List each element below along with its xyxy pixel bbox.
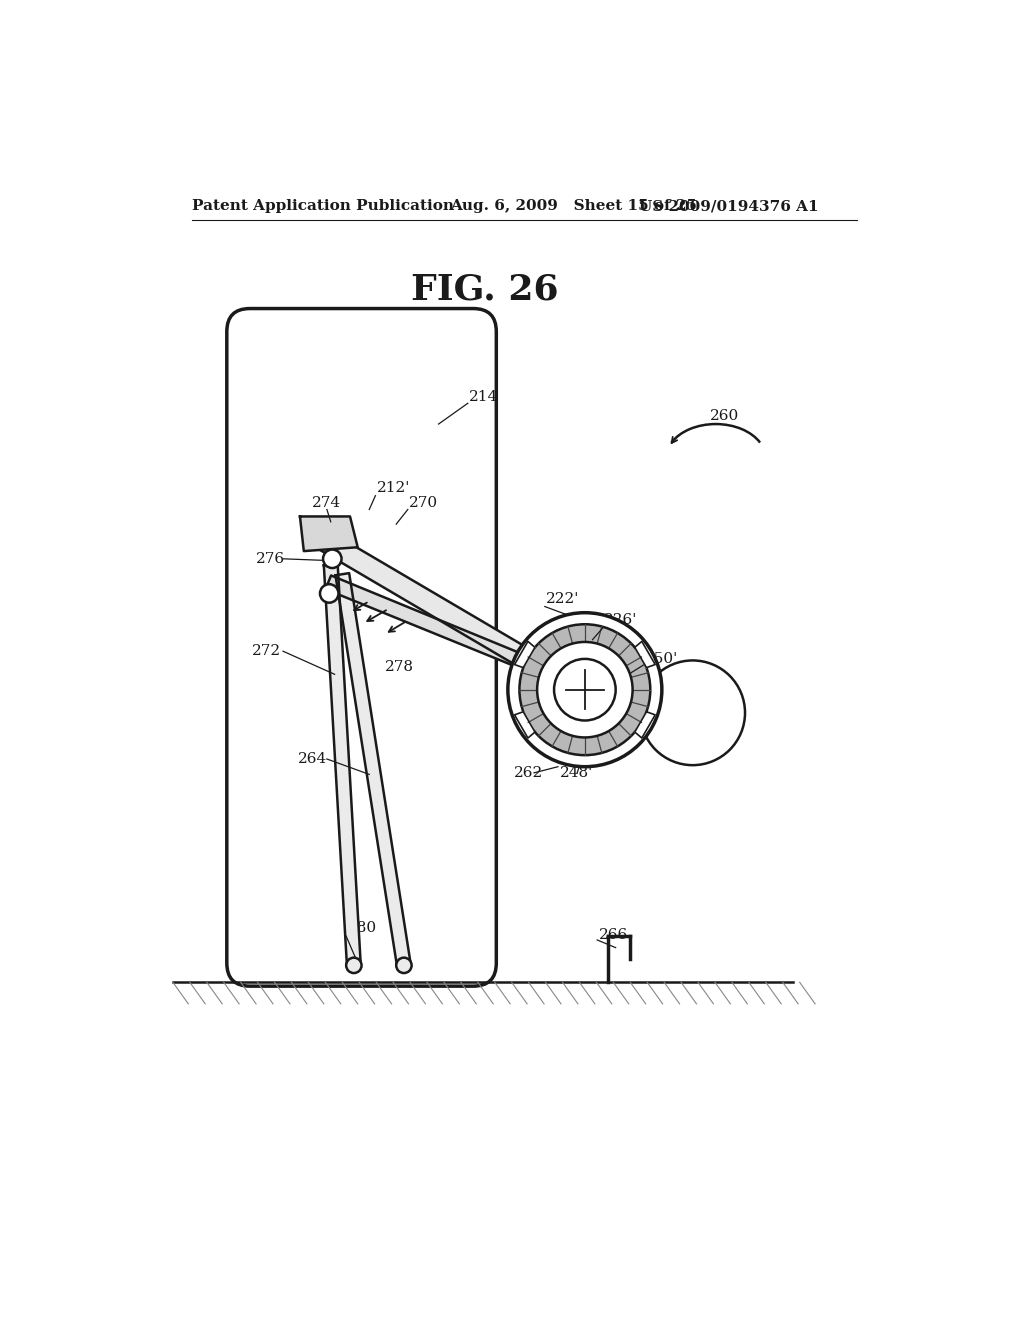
Circle shape	[508, 612, 662, 767]
Text: 250': 250'	[645, 652, 678, 665]
Text: 260: 260	[711, 409, 739, 424]
Text: 266: 266	[599, 928, 628, 941]
Text: FIG. 26: FIG. 26	[411, 272, 558, 306]
Circle shape	[346, 958, 361, 973]
FancyBboxPatch shape	[226, 309, 497, 986]
Polygon shape	[336, 573, 411, 966]
Text: 264: 264	[298, 752, 328, 766]
Polygon shape	[635, 642, 655, 668]
Text: 274: 274	[312, 495, 341, 510]
Circle shape	[538, 642, 633, 738]
Circle shape	[640, 660, 745, 766]
Text: 270: 270	[410, 496, 438, 511]
Circle shape	[554, 659, 615, 721]
Polygon shape	[324, 565, 360, 966]
Text: 222': 222'	[547, 591, 580, 606]
Text: 248': 248'	[559, 766, 593, 780]
Text: Patent Application Publication: Patent Application Publication	[193, 199, 455, 213]
Polygon shape	[514, 711, 535, 738]
Text: Aug. 6, 2009   Sheet 15 of 25: Aug. 6, 2009 Sheet 15 of 25	[451, 199, 697, 213]
Circle shape	[396, 958, 412, 973]
Polygon shape	[300, 516, 357, 552]
Circle shape	[323, 549, 342, 568]
Text: 272: 272	[252, 644, 282, 659]
Text: 214: 214	[469, 391, 499, 404]
Polygon shape	[326, 576, 589, 694]
Polygon shape	[514, 642, 535, 668]
Text: US 2009/0194376 A1: US 2009/0194376 A1	[639, 199, 818, 213]
Text: 226': 226'	[604, 614, 638, 627]
Text: 276: 276	[256, 552, 286, 566]
Circle shape	[319, 585, 339, 603]
Circle shape	[519, 624, 650, 755]
Text: 278: 278	[385, 660, 414, 673]
Text: 262: 262	[514, 766, 544, 780]
Polygon shape	[635, 711, 655, 738]
Text: 280: 280	[348, 921, 377, 936]
Polygon shape	[316, 529, 589, 702]
Text: 212': 212'	[377, 480, 411, 495]
